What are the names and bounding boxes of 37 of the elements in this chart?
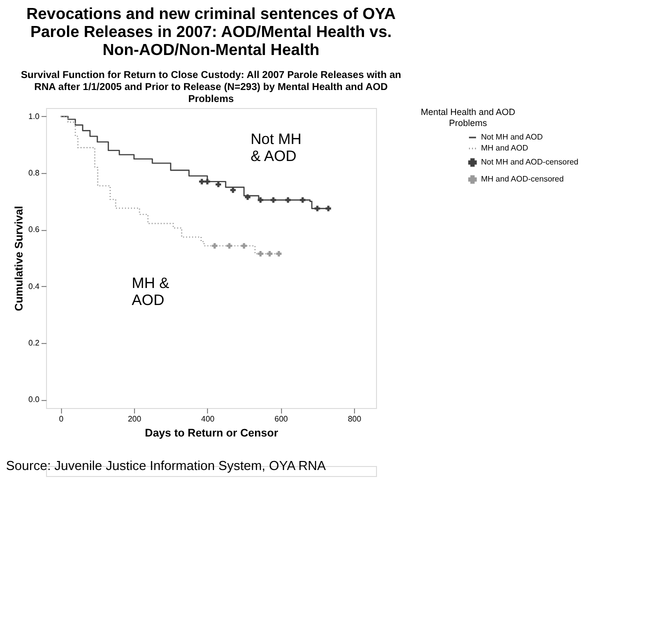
point bbox=[212, 243, 218, 249]
legend-label: Not MH and AOD bbox=[481, 132, 544, 142]
point bbox=[314, 206, 320, 212]
point bbox=[226, 243, 232, 249]
y-tick-label: 0.4 bbox=[28, 282, 40, 291]
point bbox=[204, 178, 210, 184]
y-tick-label: 0.2 bbox=[28, 338, 40, 348]
point bbox=[270, 197, 276, 203]
point bbox=[216, 182, 222, 188]
annotation: MH & AOD bbox=[132, 275, 170, 309]
point bbox=[326, 206, 332, 212]
chart-subtitle: Survival Function for Return to Close Custody: All 2007 Parole Releases with an RNA after 1/1/2005 and Prior to Release (N=293) by Mental Health and AOD Problems bbox=[20, 70, 402, 105]
y-tick-label: 0.6 bbox=[28, 225, 40, 234]
source-note: Source: Juvenile Justice Information System, OYA RNA bbox=[6, 458, 326, 473]
chart-title: Revocations and new criminal sentences of OYA Parole Releases in 2007: AOD/Mental Health vs. Non-AOD/Non-Mental Health bbox=[26, 6, 396, 59]
y-tick-label: 1.0 bbox=[28, 112, 40, 121]
y-tick-label: 0.8 bbox=[28, 168, 40, 178]
point bbox=[300, 197, 306, 203]
annotation: Not MH & AOD bbox=[250, 131, 302, 165]
y-axis-title: Cumulative Survival bbox=[13, 206, 26, 312]
x-tick-label: 200 bbox=[128, 414, 142, 424]
x-axis-title: Days to Return or Censor bbox=[144, 428, 279, 440]
legend-label: MH and AOD-censored bbox=[481, 174, 564, 184]
legend-title: Mental Health and AOD Problems bbox=[420, 107, 516, 128]
legend-label: Not MH and AOD-censored bbox=[481, 158, 578, 166]
legend-label: MH and AOD bbox=[481, 144, 528, 152]
point bbox=[258, 251, 264, 256]
point bbox=[241, 243, 247, 249]
x-tick-label: 0 bbox=[58, 414, 64, 424]
point bbox=[276, 251, 282, 256]
point bbox=[199, 178, 205, 184]
point bbox=[266, 251, 272, 256]
x-tick-label: 600 bbox=[274, 414, 288, 424]
x-tick-label: 800 bbox=[348, 414, 362, 424]
y-tick-label: 0.0 bbox=[28, 395, 40, 404]
point bbox=[244, 194, 250, 200]
x-tick-label: 400 bbox=[201, 414, 216, 424]
